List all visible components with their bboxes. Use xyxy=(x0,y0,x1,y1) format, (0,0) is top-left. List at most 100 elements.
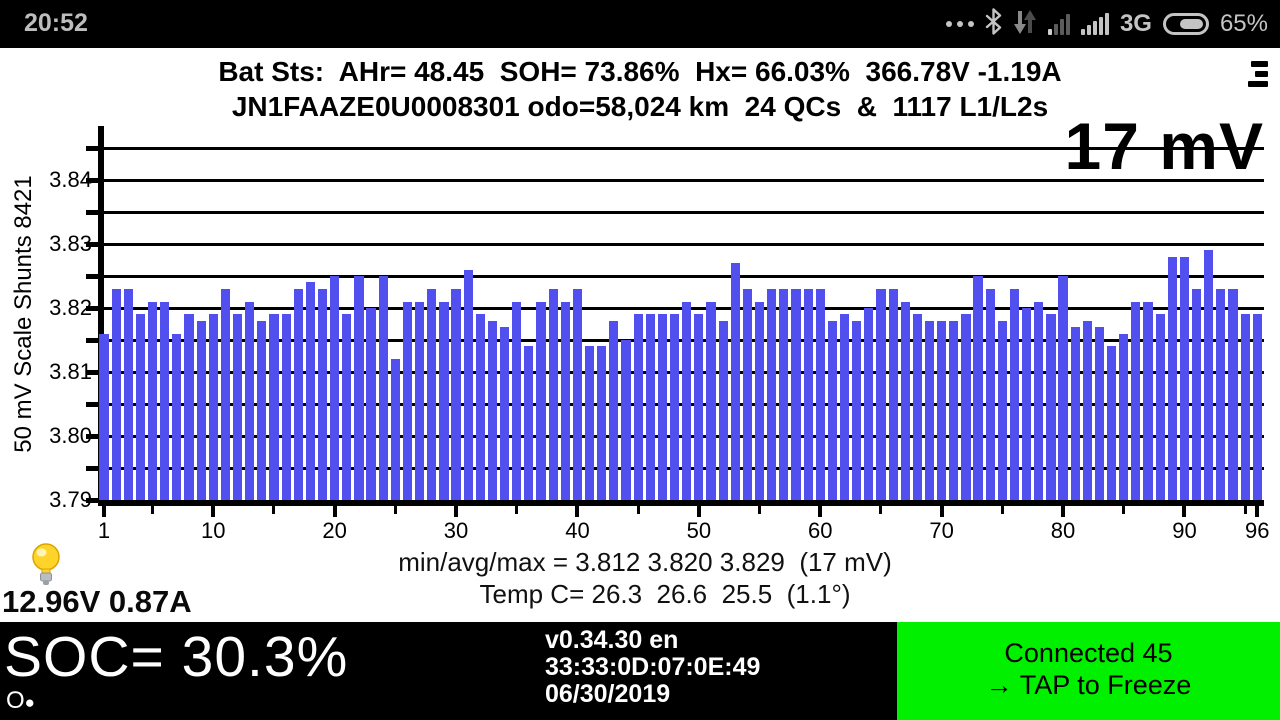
cell-bar-42 xyxy=(597,346,607,500)
x-minor-tick-45 xyxy=(636,506,640,514)
vin-odo-line: JN1FAAZE0U0008301 odo=58,024 km 24 QCs &… xyxy=(231,91,1049,122)
notification-overflow-icon xyxy=(945,21,974,27)
cell-bar-60 xyxy=(815,288,825,500)
battery-status-header: Bat Sts: AHr= 48.45 SOH= 73.86% Hx= 66.0… xyxy=(0,48,1280,124)
x-tick-96 xyxy=(1255,506,1260,517)
cell-bar-71 xyxy=(949,320,959,500)
cell-bar-20 xyxy=(330,276,340,500)
cell-bar-81 xyxy=(1070,327,1080,500)
cell-bar-75 xyxy=(997,320,1007,500)
cell-bar-80 xyxy=(1058,276,1068,500)
cell-bar-1 xyxy=(99,333,109,500)
x-minor-tick-65 xyxy=(879,506,883,514)
gridline-3.835 xyxy=(98,210,1264,214)
cell-bar-44 xyxy=(621,340,631,500)
cell-bar-30 xyxy=(451,288,461,500)
cell-bar-12 xyxy=(232,314,243,500)
bluetooth-icon xyxy=(985,8,1002,40)
gridline-3.800 xyxy=(98,434,1264,438)
cell-bar-24 xyxy=(378,276,388,500)
x-tick-label-30: 30 xyxy=(443,518,469,543)
y-tick-3.810 xyxy=(86,369,98,375)
gridline-3.820 xyxy=(98,306,1264,310)
signal-sim2-icon xyxy=(1080,13,1109,35)
x-tick-40 xyxy=(575,506,580,517)
cell-bar-14 xyxy=(257,320,267,500)
cell-bar-68 xyxy=(912,314,922,500)
x-tick-20 xyxy=(332,506,337,517)
cell-bar-43 xyxy=(609,320,619,500)
x-tick-label-10: 10 xyxy=(201,518,226,543)
cell-bar-89 xyxy=(1167,256,1177,500)
cell-bar-62 xyxy=(839,314,850,500)
cell-bar-65 xyxy=(876,288,886,500)
battery-percent-label: 65% xyxy=(1219,10,1268,37)
page-indicator: O● xyxy=(6,687,35,714)
cell-bar-82 xyxy=(1082,320,1092,500)
cell-bar-46 xyxy=(645,314,655,500)
y-tick-3.845 xyxy=(86,145,98,151)
menu-icon[interactable] xyxy=(1236,58,1270,98)
soc-readout[interactable]: SOC= 30.3% xyxy=(4,625,349,689)
cell-bar-26 xyxy=(402,301,413,500)
cell-bar-21 xyxy=(342,314,352,500)
status-icons: 3G 65% xyxy=(945,0,1268,48)
cell-bar-3 xyxy=(123,288,133,500)
gridline-3.830 xyxy=(98,242,1264,246)
y-tick-3.805 xyxy=(86,401,98,407)
cell-bar-38 xyxy=(548,288,558,500)
cell-bar-92 xyxy=(1204,250,1214,500)
cell-bar-96 xyxy=(1252,314,1262,500)
cell-bar-25 xyxy=(390,359,400,500)
y-tick-label-3.83: 3.83 xyxy=(49,231,92,256)
cell-bar-54 xyxy=(742,288,752,500)
signal-sim1-icon xyxy=(1047,13,1070,35)
x-tick-80 xyxy=(1061,506,1066,517)
cell-bar-47 xyxy=(657,314,668,500)
min-avg-max-line: min/avg/max = 3.812 3.820 3.829 (17 mV) xyxy=(398,547,892,577)
cell-bar-49 xyxy=(682,301,692,500)
cell-bar-8 xyxy=(184,314,194,500)
cell-bar-94 xyxy=(1228,288,1238,500)
cell-bar-61 xyxy=(827,320,837,500)
y-tick-3.820 xyxy=(86,305,98,311)
cell-bar-85 xyxy=(1119,333,1129,500)
cell-bar-11 xyxy=(220,288,230,500)
x-tick-10 xyxy=(211,506,216,517)
x-minor-tick-95 xyxy=(1243,506,1247,514)
y-tick-label-3.82: 3.82 xyxy=(49,295,92,320)
x-tick-60 xyxy=(818,506,823,517)
gridline-3.795 xyxy=(98,466,1264,470)
cell-bar-70 xyxy=(937,320,947,500)
version-block: v0.34.30 en 33:33:0D:07:0E:49 06/30/2019 xyxy=(545,627,760,708)
cell-bar-39 xyxy=(560,301,570,500)
cell-bar-40 xyxy=(572,288,583,500)
aux-battery-reading: 12.96V 0.87A xyxy=(2,584,192,619)
cell-bar-74 xyxy=(985,288,995,500)
cell-bar-67 xyxy=(900,301,910,500)
network-mode-label: 3G xyxy=(1119,10,1152,37)
cell-bar-10 xyxy=(208,314,218,500)
cell-bar-66 xyxy=(888,288,898,500)
cell-bar-72 xyxy=(961,314,971,500)
cell-bar-22 xyxy=(354,276,364,500)
cell-bar-93 xyxy=(1216,288,1226,500)
cell-bar-51 xyxy=(706,301,716,500)
cell-bar-41 xyxy=(585,346,595,500)
cell-bar-73 xyxy=(973,276,983,500)
x-tick-label-60: 60 xyxy=(808,518,833,543)
y-tick-3.815 xyxy=(86,337,98,343)
y-tick-label-3.84: 3.84 xyxy=(49,167,92,192)
cell-bar-31 xyxy=(463,269,473,500)
cell-bar-52 xyxy=(718,320,728,500)
x-tick-70 xyxy=(939,506,944,517)
connection-freeze-button[interactable]: Connected 45 → TAP to Freeze xyxy=(897,622,1280,720)
cell-bar-34 xyxy=(500,327,510,500)
cell-bar-6 xyxy=(160,301,170,500)
y-tick-3.795 xyxy=(86,465,98,471)
x-minor-tick-25 xyxy=(393,506,397,514)
cell-bar-88 xyxy=(1155,314,1165,500)
lightbulb-icon[interactable] xyxy=(28,542,64,593)
x-tick-1 xyxy=(102,506,106,517)
x-tick-label-80: 80 xyxy=(1050,518,1076,543)
